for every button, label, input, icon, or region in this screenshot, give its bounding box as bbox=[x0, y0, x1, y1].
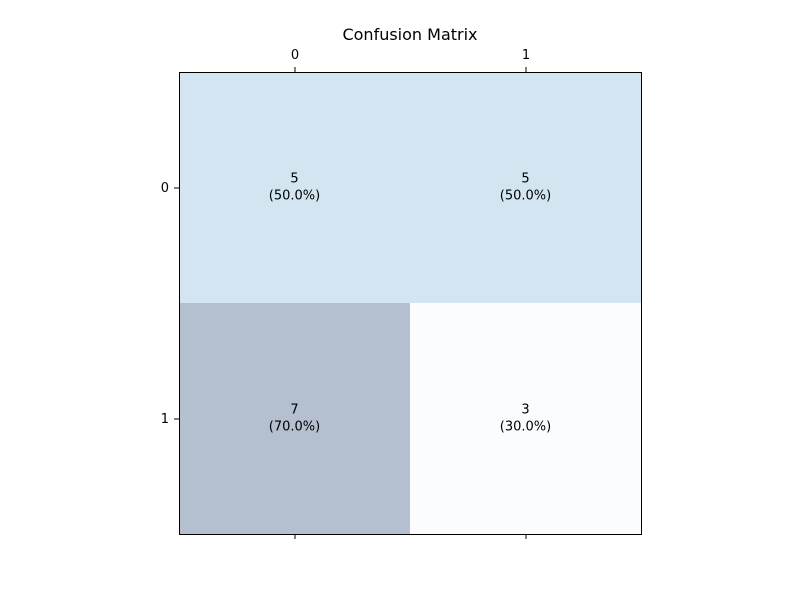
heatmap-cells: 5 (50.0%) 5 (50.0%) 7 (70.0%) 3 (30.0%) bbox=[179, 72, 641, 534]
y-tick-label-0: 0 bbox=[161, 181, 169, 196]
heatmap-cell-0-1 bbox=[410, 72, 641, 303]
cell-count-label-0-0: 5 bbox=[290, 172, 298, 187]
heatmap-cell-1-0 bbox=[179, 303, 410, 534]
y-tick-label-1: 1 bbox=[161, 412, 169, 427]
plot-frame bbox=[179, 72, 642, 535]
heatmap-cell-0-0 bbox=[179, 72, 410, 303]
cell-count-label-0-1: 5 bbox=[521, 172, 529, 187]
cell-count-label-1-1: 3 bbox=[521, 403, 529, 418]
cell-count-label-1-0: 7 bbox=[290, 403, 298, 418]
cell-percent-label-0-0: (50.0%) bbox=[269, 189, 320, 204]
cell-percent-label-0-1: (50.0%) bbox=[500, 189, 551, 204]
x-tick-label-top-1: 1 bbox=[522, 48, 530, 63]
chart-title: Confusion Matrix bbox=[342, 25, 477, 44]
heatmap-cell-1-1 bbox=[410, 303, 641, 534]
x-tick-label-top-0: 0 bbox=[291, 48, 299, 63]
cell-percent-label-1-1: (30.0%) bbox=[500, 420, 551, 435]
cell-percent-label-1-0: (70.0%) bbox=[269, 420, 320, 435]
